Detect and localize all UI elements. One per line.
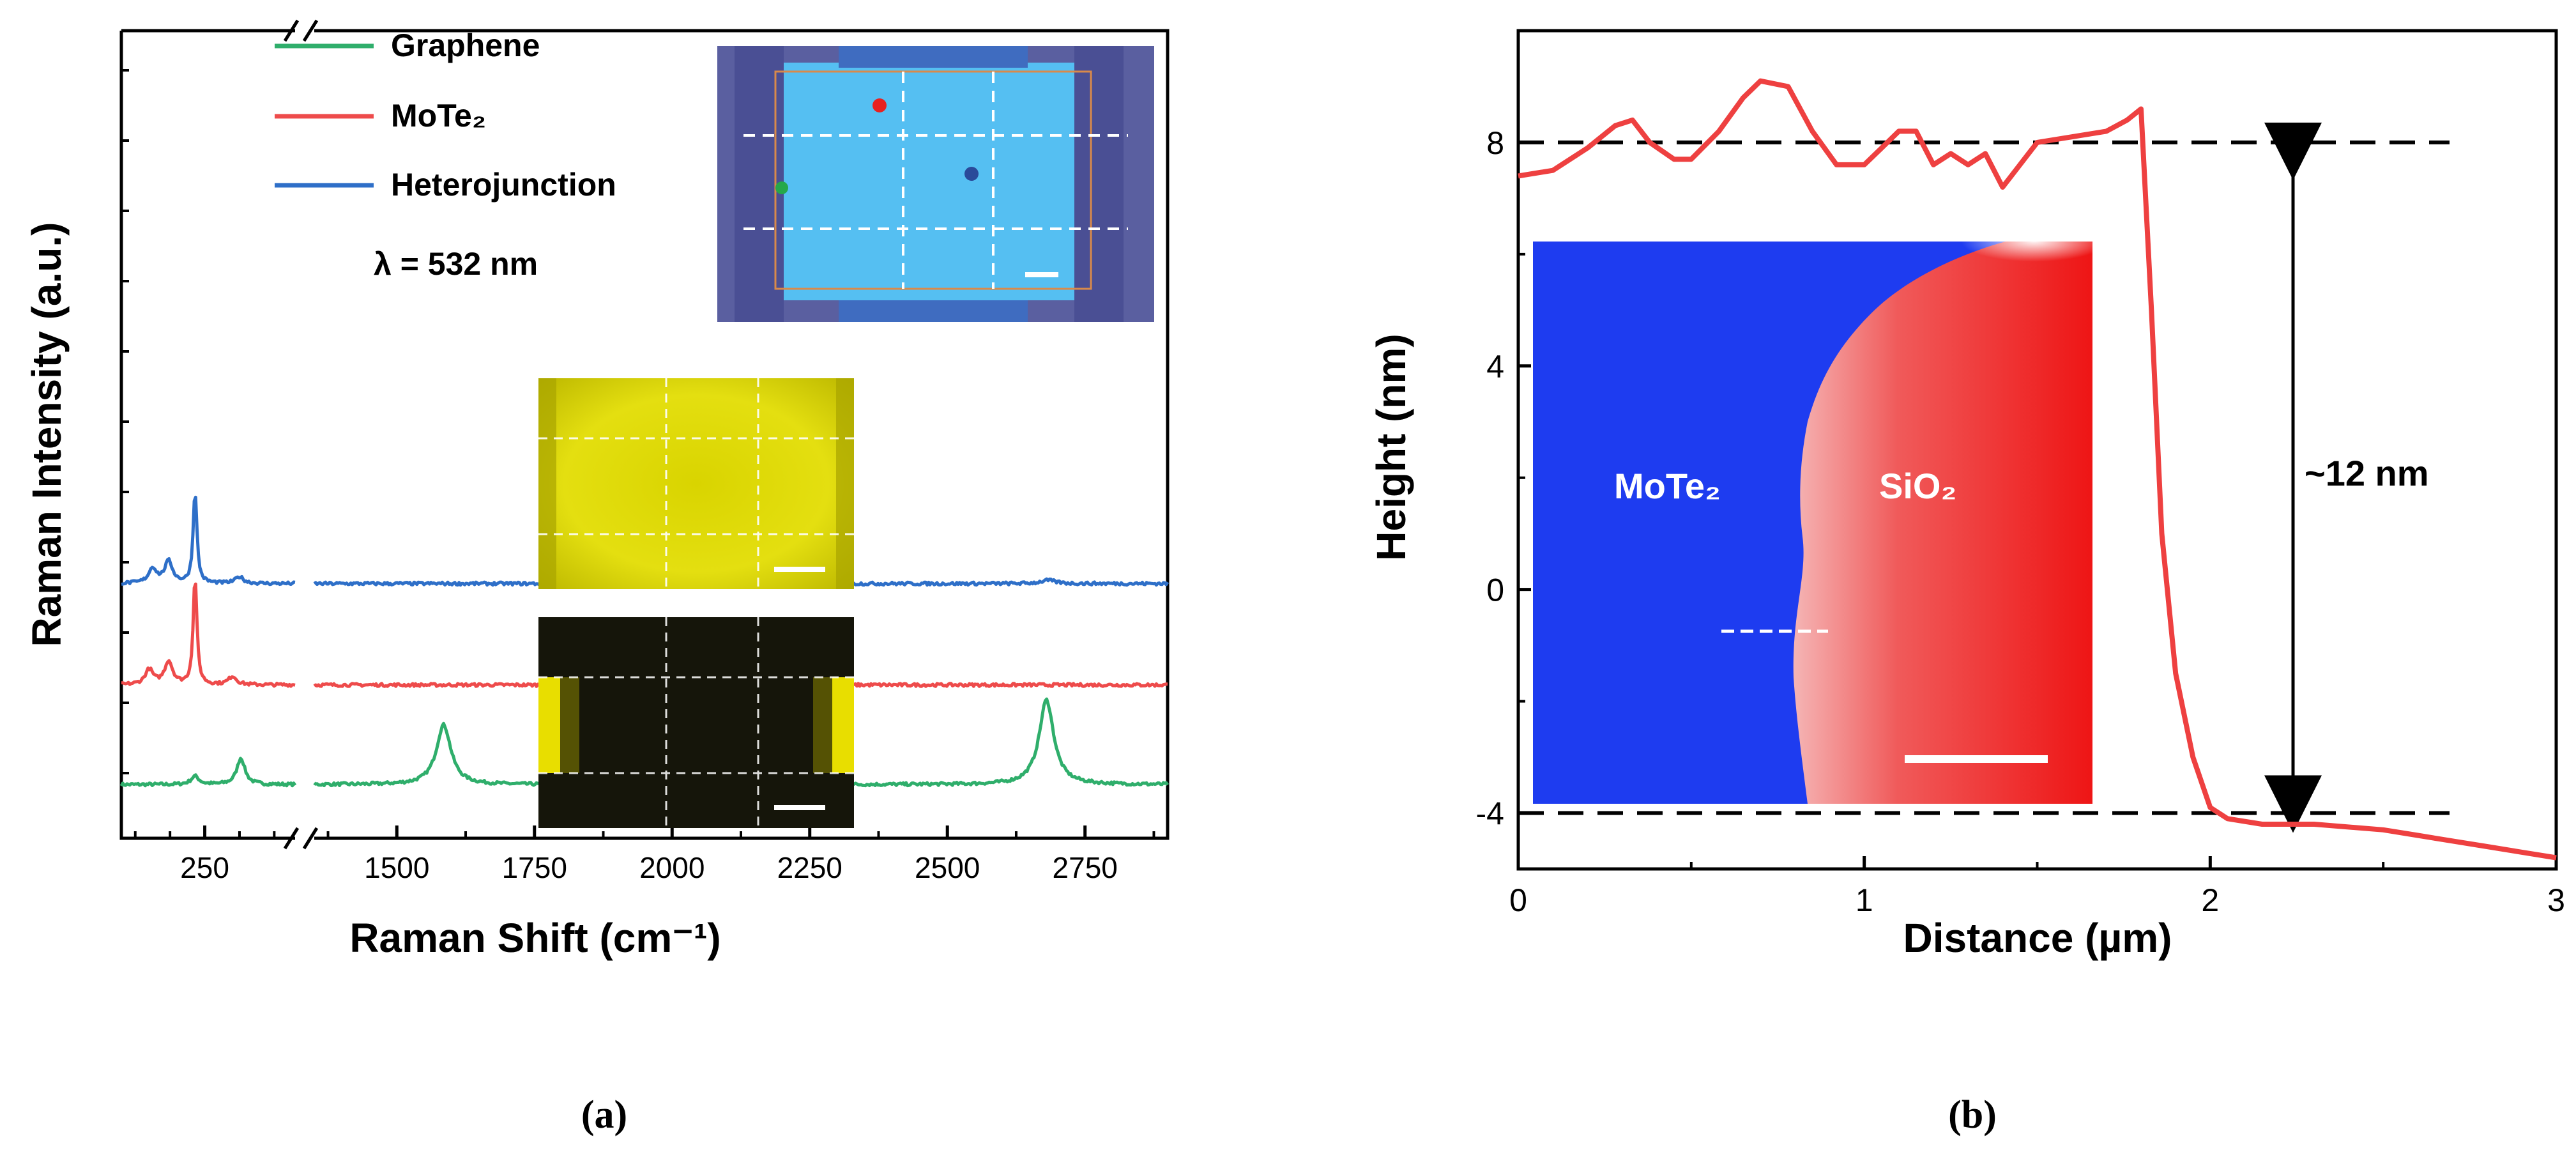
x-tick-label-a: 250 [180,851,229,884]
x-tick-label-b: 1 [1856,882,1873,918]
scale-bar [774,805,825,810]
axis-break-top [283,19,319,42]
panel-a: 250 1500 1750 2000 2250 2500 2750 Graphene MoT… [24,19,1170,1137]
legend-label-mote2: MoTe₂ [391,98,486,134]
legend-label-heterojunction: Heterojunction [391,167,616,203]
y-tick-label-b: -4 [1476,796,1504,832]
x-tick-label-b: 2 [2201,882,2219,918]
scale-bar [1905,755,2048,763]
x-axis-label-a: Raman Shift (cm⁻¹) [349,915,720,961]
wavelength-annotation: λ = 532 nm [374,246,538,282]
inset-label-sio2: SiO₂ [1879,466,1956,506]
marker-heterojunction-point [964,167,979,181]
axis-break-bottom [283,827,319,850]
panel-label-b: (b) [1948,1093,1997,1137]
inset-afm-image: MoTe₂ SiO₂ [1533,242,2092,804]
x-ticks-a: 250 1500 1750 2000 2250 2500 2750 [121,69,1155,884]
inset-optical-micrograph [717,46,1154,322]
scale-bar [1025,272,1058,277]
y-tick-label-b: 0 [1486,572,1504,608]
y-tick-label-b: 8 [1486,125,1504,161]
y-tick-label-b: 4 [1486,349,1504,385]
legend-label-graphene: Graphene [391,27,540,63]
panel-b: 0 1 2 3 -4 0 4 8 MoTe₂ SiO₂ ~12 nm Distance (µm… [1368,29,2565,1137]
x-tick-label-b: 0 [1509,882,1527,918]
x-tick-label-a: 1750 [502,851,567,884]
scale-bar [774,567,825,572]
x-tick-label-a: 2750 [1053,851,1118,884]
inset-label-mote2: MoTe₂ [1614,466,1721,506]
x-tick-label-a: 1500 [364,851,429,884]
panel-label-a: (a) [581,1093,627,1137]
marker-graphene-point [775,181,788,194]
legend-a: Graphene MoTe₂ Heterojunction λ = 532 nm [275,27,616,282]
x-tick-label-b: 3 [2547,882,2565,918]
inset-raman-map-graphene [538,617,854,828]
height-profile-line [1518,78,2557,861]
x-tick-label-a: 2250 [777,851,842,884]
marker-mote2-point [873,98,887,112]
height-annotation: ~12 nm [2305,453,2429,493]
x-tick-label-a: 2500 [915,851,980,884]
x-tick-label-a: 2000 [639,851,705,884]
y-axis-label-a: Raman Intensity (a.u.) [24,222,70,647]
y-axis-label-b: Height (nm) [1368,334,1414,561]
x-axis-label-b: Distance (µm) [1903,915,2172,961]
inset-raman-map-mote2 [538,378,854,589]
